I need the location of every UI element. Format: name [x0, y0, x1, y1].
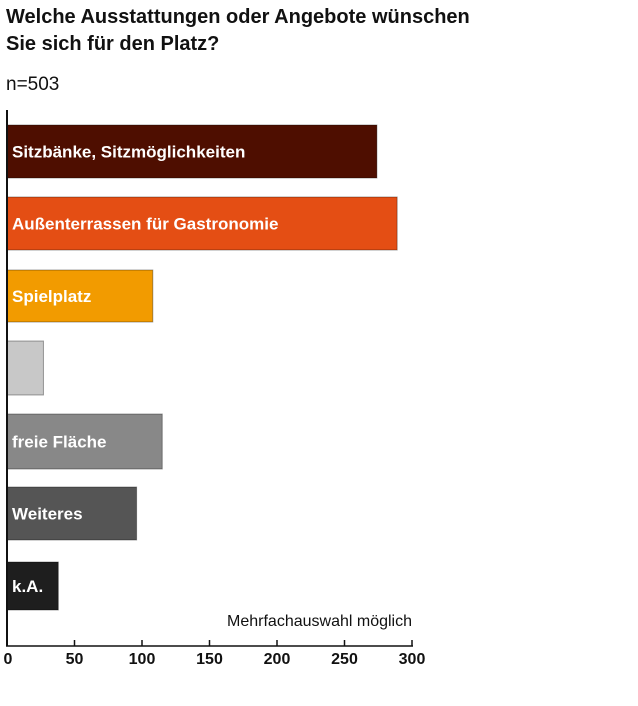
bar-label: Spielplatz	[12, 287, 91, 306]
bar	[6, 413, 163, 470]
bar	[6, 124, 378, 179]
bar	[6, 486, 138, 541]
bar	[6, 340, 44, 396]
x-tick-label: 0	[4, 651, 13, 668]
bar-label: k.A.	[12, 577, 43, 596]
bar-label: Sitzbänke, Sitzmöglichkeiten	[12, 143, 245, 162]
x-tick-label: 150	[196, 651, 223, 668]
x-tick-label: 200	[264, 651, 291, 668]
chart-subtitle: n=503	[6, 74, 60, 95]
x-tick-label: 250	[331, 651, 358, 668]
x-tick-label: 300	[399, 651, 426, 668]
bar	[6, 269, 154, 323]
x-tick-label: 100	[129, 651, 156, 668]
bar-label: Skatepark	[49, 359, 131, 378]
chart-title: Welche Ausstattungen oder Angebote wünsc…	[6, 6, 470, 55]
bar-label: freie Fläche	[12, 433, 107, 452]
multiple-choice-note: Mehrfachauswahl möglich	[227, 613, 412, 630]
x-tick-label: 50	[66, 651, 84, 668]
bar-label: Außenterrassen für Gastronomie	[12, 215, 278, 234]
bar-label: Weiteres	[12, 505, 83, 524]
bar	[6, 561, 59, 611]
